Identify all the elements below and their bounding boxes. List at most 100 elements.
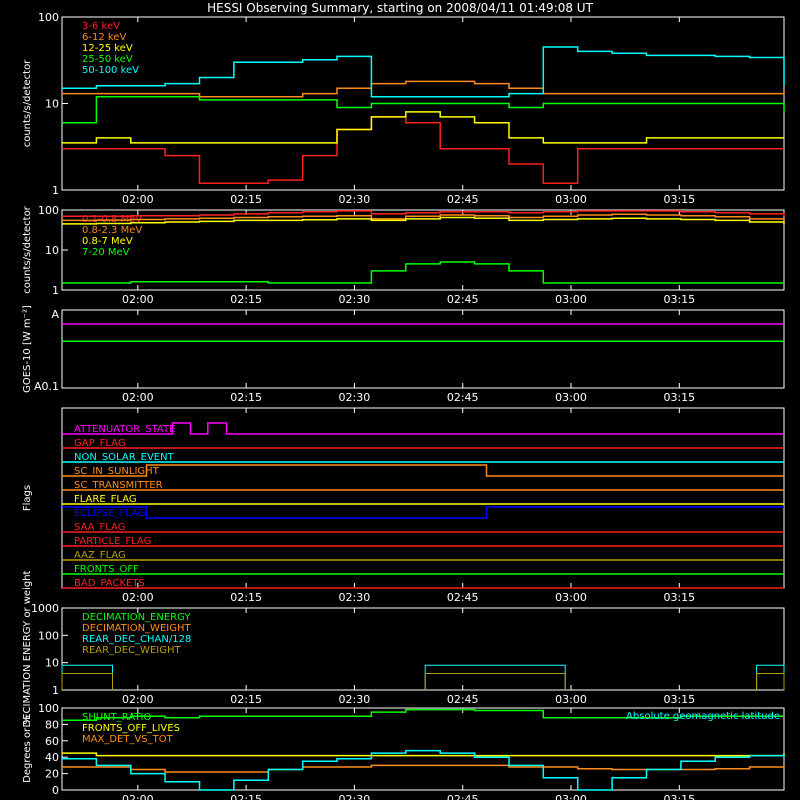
time-tick-label: 03:15	[663, 793, 695, 800]
panel-3-frame	[61, 407, 785, 589]
time-tick-label: 02:15	[230, 391, 262, 404]
panel-5-frame	[61, 707, 785, 791]
time-tick-label: 02:15	[230, 793, 262, 800]
panel-4-y-tick-label: 1	[52, 684, 59, 697]
flag-label: BAD_PACKETS	[74, 578, 145, 589]
time-tick-label: 02:45	[447, 193, 479, 206]
panel-0-ylabel: counts/s/detector	[22, 59, 33, 147]
legend-3: 7-20 MeV	[82, 247, 130, 258]
series-50-100 keV-line	[62, 46, 785, 98]
panel-4-y-tick-label: 1000	[31, 602, 59, 615]
time-tick-label: 02:30	[339, 193, 371, 206]
panel-2-ylabel: GOES-10 [W m⁻²]	[22, 305, 33, 393]
time-tick-label: 02:45	[447, 793, 479, 800]
legend-3: 25-50 keV	[82, 54, 133, 65]
decimation-step-line	[61, 664, 785, 690]
time-tick-label: 02:30	[339, 391, 371, 404]
panel-0-y-tick-label: 10	[45, 98, 59, 111]
panel-1-y-tick-label: 100	[38, 204, 59, 217]
series-25-50 keV-line	[62, 95, 785, 124]
time-tick-label: 03:00	[555, 793, 587, 800]
panel-5-ylabel: Degrees or %	[22, 715, 33, 783]
panel-5-y-tick-label: 40	[45, 751, 59, 764]
legend-2: REAR_DEC_CHAN/128	[82, 634, 191, 645]
time-tick-label: 02:45	[447, 293, 479, 306]
flag-label: AAZ_FLAG	[74, 550, 126, 561]
panel-2-frame	[61, 309, 785, 389]
flag-label: SC_TRANSMITTER	[74, 480, 163, 491]
time-tick-label: 03:00	[555, 391, 587, 404]
time-tick-label: 03:15	[663, 693, 695, 706]
panel-4-frame	[61, 607, 785, 691]
panel-1-y-tick-label: 1	[52, 284, 59, 297]
figure-title: HESSI Observing Summary, starting on 200…	[207, 1, 593, 15]
time-tick-label: 02:30	[339, 693, 371, 706]
panel-3-ylabel: Flags	[22, 485, 33, 511]
legend-0: DECIMATION_ENERGY	[82, 612, 191, 623]
flag-label: SC_IN_SUNLIGHT	[74, 466, 160, 477]
panel-0-y-tick-label: 1	[52, 184, 59, 197]
flag-label: FRONTS_OFF	[74, 564, 139, 575]
time-tick-label: 02:45	[447, 591, 479, 604]
panel-5-y-tick-label: 20	[45, 768, 59, 781]
time-tick-label: 02:00	[122, 293, 154, 306]
series-line-line	[62, 749, 785, 791]
legend-1: 0.8-2.3 MeV	[82, 225, 142, 236]
time-tick-label: 02:00	[122, 391, 154, 404]
series-SHUNT_RATIO-line	[62, 708, 784, 722]
legend-1: 6-12 keV	[82, 32, 126, 43]
panel-5-y-tick-label: 100	[38, 702, 59, 715]
flag-ATTENUATOR_STATE-line	[62, 422, 784, 435]
panels: 02:00 02:15 02:30 02:45 03:00 03:15 counts/s/d…	[22, 11, 785, 800]
legend-2: MAX_DET_VS_TOT	[82, 734, 174, 745]
time-tick-label: 02:15	[230, 293, 262, 306]
legend-4: 50-100 keV	[82, 65, 139, 76]
time-tick-label: 02:15	[230, 193, 262, 206]
goes-y-tick-label: A0.1	[34, 380, 59, 393]
flag-ECLIPSE_FLAG-line	[62, 506, 784, 519]
time-tick-label: 02:15	[230, 591, 262, 604]
legend-1: FRONTS_OFF_LIVES	[82, 723, 180, 734]
series-3-6 keV-line	[62, 116, 784, 184]
time-tick-label: 02:45	[447, 391, 479, 404]
legend-3: REAR_DEC_WEIGHT	[82, 645, 181, 656]
flag-label: NON_SOLAR_EVENT	[74, 452, 175, 463]
panel-0-y-tick-label: 100	[38, 11, 59, 24]
time-tick-label: 02:30	[339, 293, 371, 306]
time-tick-label: 03:00	[555, 193, 587, 206]
time-tick-label: 03:15	[663, 293, 695, 306]
panel-1-y-tick-label: 10	[45, 244, 59, 257]
series-MAX_DET_VS_TOT-line	[62, 764, 785, 773]
flag-label: SAA_FLAG	[74, 522, 125, 533]
time-tick-label: 02:00	[122, 193, 154, 206]
time-tick-label: 02:00	[122, 793, 154, 800]
legend-2: 0.8-7 MeV	[82, 236, 133, 247]
goes-y-tick-label: A	[51, 308, 59, 321]
panel-5-y-tick-label: 0	[52, 784, 59, 797]
time-tick-label: 02:30	[339, 793, 371, 800]
time-tick-label: 02:30	[339, 591, 371, 604]
panel-3: 02:00 02:15 02:30 02:45 03:00 03:15 Flags ATTEN…	[22, 407, 785, 604]
series-7-20 MeV-line	[62, 261, 784, 284]
time-tick-label: 02:45	[447, 693, 479, 706]
flag-SC_IN_SUNLIGHT-line	[62, 464, 784, 477]
panel-5-y-tick-label: 60	[45, 735, 59, 748]
time-tick-label: 03:00	[555, 693, 587, 706]
flag-label: PARTICLE_FLAG	[74, 536, 151, 547]
series-0.8-7 MeV-line	[62, 216, 785, 225]
panel-5: 02:00 02:15 02:30 02:45 03:00 03:15 Degrees or…	[22, 702, 785, 800]
time-tick-label: 03:00	[555, 293, 587, 306]
flag-label: ECLIPSE_FLAG	[74, 508, 145, 519]
time-tick-label: 03:15	[663, 591, 695, 604]
legend-0: 3-6 keV	[82, 21, 120, 32]
panel-5-y-tick-label: 80	[45, 718, 59, 731]
time-tick-label: 03:15	[663, 391, 695, 404]
series-0.8-2.3 MeV-line	[62, 213, 785, 222]
geomag-note: Absolute geomagnetic latitude	[626, 711, 780, 722]
time-tick-label: 02:00	[122, 693, 154, 706]
series-FRONTS_OFF_LIVES-line	[62, 752, 785, 757]
series-12-25 keV-line	[62, 111, 784, 144]
time-tick-label: 03:00	[555, 591, 587, 604]
time-tick-label: 02:00	[122, 591, 154, 604]
